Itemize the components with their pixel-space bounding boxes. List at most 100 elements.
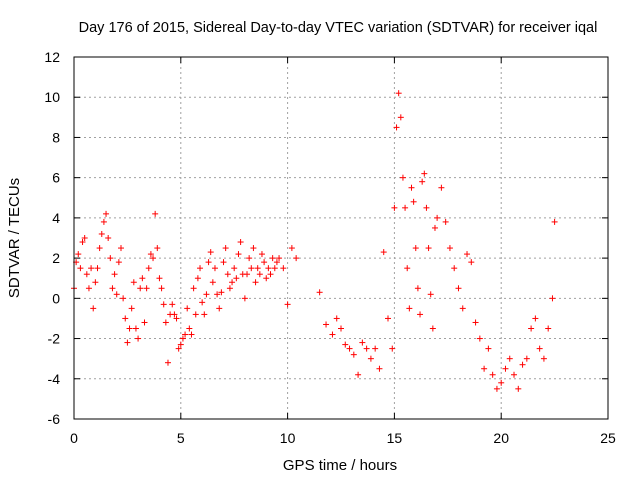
y-tick-label: 12 — [44, 49, 60, 65]
data-point — [150, 255, 157, 262]
y-axis-label: SDTVAR / TECUs — [6, 178, 23, 298]
data-point — [81, 235, 88, 241]
data-point — [376, 365, 383, 372]
data-point — [489, 371, 496, 378]
data-point — [536, 345, 543, 352]
grid — [74, 57, 608, 419]
data-point — [139, 275, 146, 282]
data-point — [218, 289, 225, 296]
data-point — [135, 335, 142, 342]
data-point — [250, 245, 257, 252]
data-point — [333, 315, 340, 322]
data-point — [551, 218, 558, 225]
data-point — [201, 311, 208, 318]
data-point — [77, 265, 84, 272]
data-point — [130, 279, 137, 286]
x-tick-label: 5 — [177, 430, 185, 446]
data-point — [316, 289, 323, 296]
data-point — [244, 271, 251, 278]
data-point — [399, 174, 406, 181]
data-point — [519, 361, 526, 368]
data-point — [224, 271, 231, 278]
data-point — [367, 355, 374, 362]
data-point — [199, 299, 206, 306]
data-point — [160, 301, 167, 308]
y-tick-label: -2 — [48, 331, 61, 347]
data-point — [90, 305, 97, 312]
data-point — [417, 311, 424, 318]
data-point — [117, 245, 124, 252]
data-point — [197, 265, 204, 272]
data-point — [523, 355, 530, 362]
y-tick-label: -6 — [48, 411, 61, 427]
data-point — [434, 214, 441, 221]
data-point — [220, 259, 227, 266]
data-point — [231, 265, 238, 272]
y-tick-label: 8 — [52, 129, 60, 145]
data-point — [229, 279, 236, 286]
data-point — [100, 218, 107, 225]
data-point — [293, 255, 300, 262]
data-point — [493, 385, 500, 392]
data-point — [246, 255, 253, 262]
x-tick-label: 25 — [600, 430, 616, 446]
data-point — [113, 291, 120, 298]
data-point — [391, 204, 398, 211]
data-point — [384, 315, 391, 322]
data-point — [132, 325, 139, 332]
data-point — [464, 251, 471, 258]
data-point — [350, 351, 357, 358]
data-point — [175, 345, 182, 352]
data-point — [96, 245, 103, 252]
x-tick-label: 0 — [70, 430, 78, 446]
data-point — [355, 371, 362, 378]
data-point — [323, 321, 330, 328]
data-point — [216, 305, 223, 312]
y-tick-label: 10 — [44, 89, 60, 105]
data-point — [502, 365, 509, 372]
data-point — [186, 325, 193, 332]
data-point — [263, 275, 270, 282]
data-point — [273, 259, 280, 266]
x-tick-label: 15 — [387, 430, 403, 446]
data-point — [421, 170, 428, 177]
data-point — [156, 275, 163, 282]
data-point — [141, 319, 148, 326]
data-point — [258, 251, 265, 258]
data-point — [446, 245, 453, 252]
data-point — [459, 305, 466, 312]
data-point — [182, 331, 189, 338]
data-point — [481, 365, 488, 372]
data-point — [476, 335, 483, 342]
data-point — [214, 291, 221, 298]
data-point — [205, 259, 212, 266]
data-point — [192, 311, 199, 318]
data-point — [414, 285, 421, 292]
data-point — [329, 331, 336, 338]
data-point — [472, 319, 479, 326]
data-point — [115, 259, 122, 266]
data-point — [269, 255, 276, 262]
y-tick-label: 0 — [52, 290, 60, 306]
data-point — [143, 285, 150, 292]
data-point — [188, 331, 195, 338]
data-point — [412, 245, 419, 252]
data-point — [397, 114, 404, 121]
data-point — [455, 285, 462, 292]
data-point — [267, 271, 274, 278]
data-point — [359, 339, 366, 346]
data-point — [173, 315, 180, 322]
data-point — [209, 279, 216, 286]
data-point — [431, 224, 438, 231]
y-tick-label: -4 — [48, 371, 61, 387]
data-point — [92, 279, 99, 286]
data-point — [109, 285, 116, 292]
data-point — [158, 285, 165, 292]
data-point — [549, 295, 556, 302]
data-point — [342, 341, 349, 348]
data-point — [427, 291, 434, 298]
data-point — [103, 210, 110, 217]
data-point — [79, 239, 86, 246]
data-point — [179, 335, 186, 342]
data-point — [171, 311, 178, 318]
